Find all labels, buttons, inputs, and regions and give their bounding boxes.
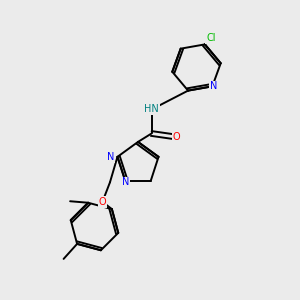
Text: HN: HN (144, 104, 159, 115)
Text: N: N (107, 152, 115, 162)
Text: N: N (210, 81, 218, 91)
Text: O: O (172, 131, 180, 142)
Text: N: N (122, 178, 129, 188)
Text: O: O (99, 197, 106, 207)
Text: Cl: Cl (206, 33, 216, 43)
